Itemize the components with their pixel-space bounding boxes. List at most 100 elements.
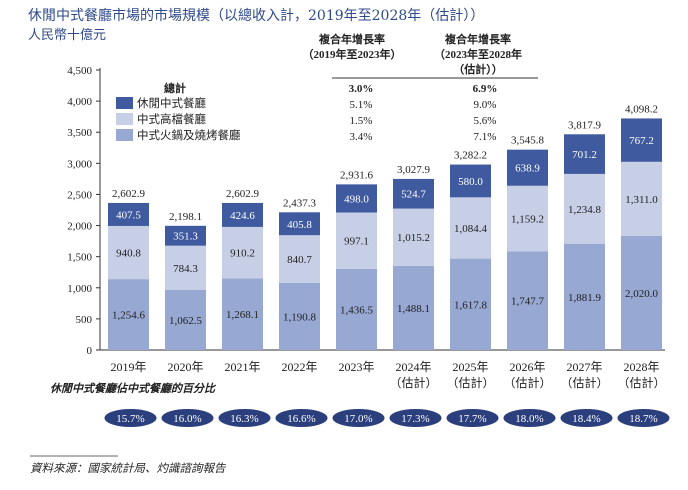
bar-value-label: 910.2 [230,248,255,260]
bar-segment [564,243,605,350]
x-tick-sublabel: （估計） [389,375,437,390]
cagr-table: 複合年增長率 （2019年至2023年） 複合年增長率 （2023年至2028年… [303,32,538,79]
share-badge [332,409,385,427]
bar-segment [165,225,206,246]
y-tick-label: 2,000 [67,221,92,233]
bar-total-label: 2,437.3 [283,197,317,209]
share-value: 17.3% [401,413,429,425]
bar-value-label: 1,084.4 [454,223,488,235]
bar-value-label: 1,617.8 [454,299,488,311]
cagr-header-1-line1: 複合年增長率 [318,32,385,46]
bar-segment [507,149,548,186]
cagr-value: 6.9% [473,83,498,95]
share-value: 16.3% [230,413,258,425]
x-tick-label: 2027年 [566,360,602,374]
bar-value-label: 940.8 [116,248,141,260]
bar-total-label: 2,198.1 [169,211,202,223]
x-tick-sublabel: （估計） [617,375,665,390]
bar-segment [450,164,491,198]
x-tick-sublabel: （估計） [503,375,551,390]
bar-total-label: 2,602.9 [112,188,146,200]
bar-value-label: 784.3 [173,263,198,275]
bar-value-label: 1,234.8 [568,204,602,216]
bar-value-label: 701.2 [572,149,597,161]
share-value: 16.0% [173,413,201,425]
cagr-value: 7.1% [474,131,497,143]
bar-total-label: 2,602.9 [226,188,260,200]
chart-title: 休閒中式餐廳市場的市場規模（以總收入計，2019年至2028年（估計）） [28,7,484,24]
bar-segment [564,173,605,244]
share-badge [503,409,556,427]
share-value: 17.7% [458,413,486,425]
bar-value-label: 1,268.1 [226,309,259,321]
cagr-header-2-line2: （2023年至2028年 [434,47,522,61]
bar-segment [336,268,377,350]
bar-segment [507,251,548,350]
bar-segment [279,235,320,283]
share-badge [161,409,214,427]
legend-swatch [116,113,133,125]
x-tick-label: 2022年 [281,360,317,374]
bar-segment [108,279,149,350]
bar-segment [108,225,149,280]
bar-segment [222,278,263,350]
cagr-value: 3.0% [349,83,374,95]
x-tick-label: 2026年 [509,360,545,374]
bar-segment [279,282,320,350]
share-badge [446,409,499,427]
share-badge [104,409,157,427]
share-value: 17.0% [344,413,372,425]
bar-segment [336,212,377,269]
bar-segment [393,208,434,266]
bar-segment [165,289,206,350]
share-value: 18.0% [515,413,543,425]
x-tick-label: 2028年 [623,360,659,374]
y-tick-label: 4,500 [67,65,92,77]
y-tick-label: 0 [87,345,93,357]
y-tick-label: 2,500 [67,189,92,201]
bar-segment [621,235,662,350]
cagr-value: 1.5% [350,115,373,127]
legend-item-label: 中式高檔餐廳 [137,112,206,126]
cagr-header-2-line3: （估計）） [453,62,503,76]
bar-value-label: 1,488.1 [397,303,430,315]
bar-value-label: 498.0 [344,193,369,205]
cagr-value: 5.6% [474,115,497,127]
y-tick-label: 3,000 [67,158,92,170]
share-badge [617,409,670,427]
share-badge [275,409,328,427]
bar-segment [336,184,377,213]
share-badge [389,409,442,427]
bar-total-label: 3,282.2 [454,150,487,162]
bar-value-label: 405.8 [287,219,312,231]
share-row: 15.7% 16.0% 16.3% 16.6% 17.0% 17.3% 17.7% 18.0%… [104,409,670,427]
share-label: 休閒中式餐廳佔中式餐廳的百分比 [50,382,217,395]
bar-segment [564,134,605,174]
y-axis-unit: 人民幣十億元 [28,27,106,43]
share-badge [560,409,613,427]
bar-segment [165,245,206,290]
cagr-header-2-line1: 複合年增長率 [444,32,511,46]
y-tick-label: 4,000 [67,96,92,108]
share-value: 16.6% [287,413,315,425]
bar-segment [393,178,434,209]
bar-value-label: 1,311.0 [625,194,658,206]
share-badge [218,409,271,427]
legend-swatch [116,97,133,109]
y-tick-label: 500 [76,314,93,326]
x-tick-label: 2021年 [224,360,260,374]
share-value: 18.4% [572,413,600,425]
x-tick-sublabel: （估計） [446,375,494,390]
bar-value-label: 840.7 [287,254,312,266]
cagr-value: 3.4% [350,131,373,143]
bar-value-label: 1,747.7 [511,296,545,308]
bar-value-label: 1,881.9 [568,292,602,304]
bar-segment [450,258,491,350]
bars: 1,254.6 940.8 407.5 2,602.9 2019年 1,062.5 784.… [108,103,666,390]
bar-segment [621,161,662,236]
cagr-header-1-line2: （2019年至2023年） [303,47,402,61]
x-tick-label: 2023年 [338,360,374,374]
bar-segment [222,226,263,279]
bar-value-label: 1,254.6 [112,310,146,322]
